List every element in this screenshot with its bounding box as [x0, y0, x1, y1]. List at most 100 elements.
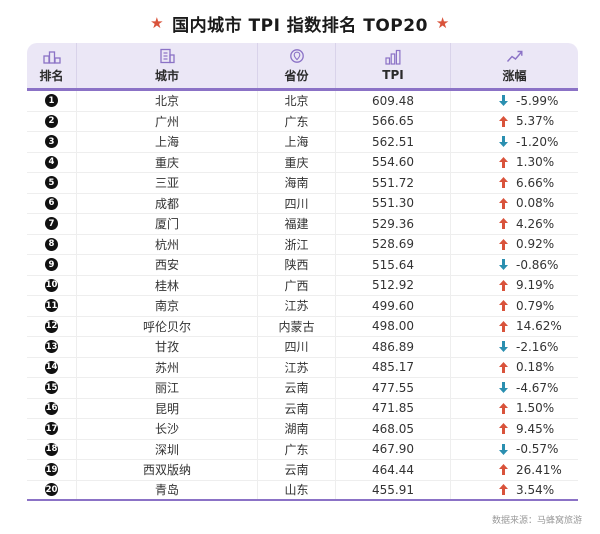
province-cell: 山东 [257, 480, 335, 499]
bar-chart-icon [385, 49, 401, 65]
tpi-cell: 551.30 [335, 193, 450, 213]
change-value: -0.57% [516, 442, 559, 457]
change-cell: 14.62% [450, 316, 578, 336]
change-cell: 5.37% [450, 111, 578, 131]
page-title: 国内城市 TPI 指数排名 TOP20 [172, 15, 428, 36]
rank-badge: 15 [45, 381, 58, 395]
rank-badge: 20 [45, 483, 58, 497]
rank-cell: 19 [27, 460, 76, 480]
rank-badge: 5 [45, 176, 58, 190]
change-value: -2.16% [516, 339, 559, 354]
rank-badge: 7 [45, 217, 58, 231]
table-row: 11 南京 江苏 499.60 0.79% [27, 296, 578, 317]
table-row: 6 成都 四川 551.30 0.08% [27, 193, 578, 214]
province-cell: 四川 [257, 193, 335, 213]
arrow-up-icon [499, 484, 508, 496]
table-row: 19 西双版纳 云南 464.44 26.41% [27, 460, 578, 481]
tpi-cell: 468.05 [335, 419, 450, 439]
header-rank-label: 排名 [39, 68, 64, 83]
province-cell: 云南 [257, 460, 335, 480]
table-row: 1 北京 北京 609.48 -5.99% [27, 91, 578, 112]
rank-cell: 10 [27, 276, 76, 296]
change-content: 9.45% [451, 422, 578, 436]
change-cell: 1.50% [450, 398, 578, 418]
rank-cell: 9 [27, 255, 76, 275]
change-content: -0.86% [451, 258, 578, 272]
change-content: -4.67% [451, 381, 578, 395]
tpi-cell: 515.64 [335, 255, 450, 275]
header-city-label: 城市 [154, 68, 179, 83]
change-content: 6.66% [451, 176, 578, 190]
change-value: -0.86% [516, 257, 559, 272]
change-content: -0.57% [451, 442, 578, 456]
tpi-cell: 471.85 [335, 398, 450, 418]
city-cell: 昆明 [76, 398, 257, 418]
change-content: 4.26% [451, 217, 578, 231]
change-cell: -1.20% [450, 132, 578, 152]
arrow-up-icon [499, 320, 508, 332]
city-cell: 杭州 [76, 234, 257, 254]
rank-cell: 5 [27, 173, 76, 193]
header-change: 涨幅 [450, 43, 578, 91]
rank-badge: 3 [45, 135, 58, 149]
change-content: 0.08% [451, 196, 578, 210]
change-cell: 4.26% [450, 214, 578, 234]
arrow-up-icon [499, 197, 508, 209]
province-cell: 四川 [257, 337, 335, 357]
city-cell: 西双版纳 [76, 460, 257, 480]
city-cell: 北京 [76, 91, 257, 111]
rank-cell: 12 [27, 317, 76, 337]
change-cell: 0.92% [450, 234, 578, 254]
city-cell: 西安 [76, 255, 257, 275]
tpi-cell: 455.91 [335, 480, 450, 499]
trend-up-icon [506, 50, 523, 62]
table-row: 8 杭州 浙江 528.69 0.92% [27, 234, 578, 255]
rank-cell: 16 [27, 399, 76, 419]
city-cell: 深圳 [76, 439, 257, 459]
table-header: 排名 城市 省份 TPI [27, 43, 578, 91]
change-value: 0.08% [516, 196, 555, 211]
change-value: 3.54% [516, 482, 555, 497]
change-content: 3.54% [451, 483, 578, 497]
city-cell: 三亚 [76, 173, 257, 193]
change-cell: 9.45% [450, 419, 578, 439]
tpi-cell: 486.89 [335, 337, 450, 357]
city-cell: 成都 [76, 193, 257, 213]
podium-icon [42, 50, 61, 64]
rank-cell: 7 [27, 214, 76, 234]
change-cell: 0.08% [450, 193, 578, 213]
table-body: 1 北京 北京 609.48 -5.99% 2 广州 广东 566.65 5.37% 3 上海 上海 56… [27, 91, 578, 501]
rank-cell: 1 [27, 91, 76, 111]
city-cell: 厦门 [76, 214, 257, 234]
arrow-up-icon [499, 218, 508, 230]
tpi-cell: 467.90 [335, 439, 450, 459]
header-city: 城市 [76, 43, 257, 91]
arrow-up-icon [499, 279, 508, 291]
province-cell: 广东 [257, 439, 335, 459]
change-cell: 1.30% [450, 152, 578, 172]
change-content: 0.92% [451, 237, 578, 251]
change-value: 26.41% [516, 462, 562, 477]
city-cell: 桂林 [76, 275, 257, 295]
arrow-down-icon [499, 341, 508, 353]
rank-cell: 20 [27, 481, 76, 500]
rank-cell: 4 [27, 153, 76, 173]
arrow-up-icon [499, 115, 508, 127]
province-cell: 云南 [257, 378, 335, 398]
change-content: 9.19% [451, 278, 578, 292]
table-row: 4 重庆 重庆 554.60 1.30% [27, 152, 578, 173]
change-content: 14.62% [451, 319, 578, 333]
change-cell: -2.16% [450, 337, 578, 357]
change-value: 4.26% [516, 216, 555, 231]
province-cell: 广西 [257, 275, 335, 295]
tpi-cell: 528.69 [335, 234, 450, 254]
star-icon: ★ [150, 13, 165, 32]
province-cell: 江苏 [257, 296, 335, 316]
change-cell: 6.66% [450, 173, 578, 193]
change-content: 26.41% [451, 463, 578, 477]
arrow-up-icon [499, 464, 508, 476]
change-content: 0.18% [451, 360, 578, 374]
city-cell: 丽江 [76, 378, 257, 398]
arrow-up-icon [499, 156, 508, 168]
arrow-down-icon [499, 259, 508, 271]
